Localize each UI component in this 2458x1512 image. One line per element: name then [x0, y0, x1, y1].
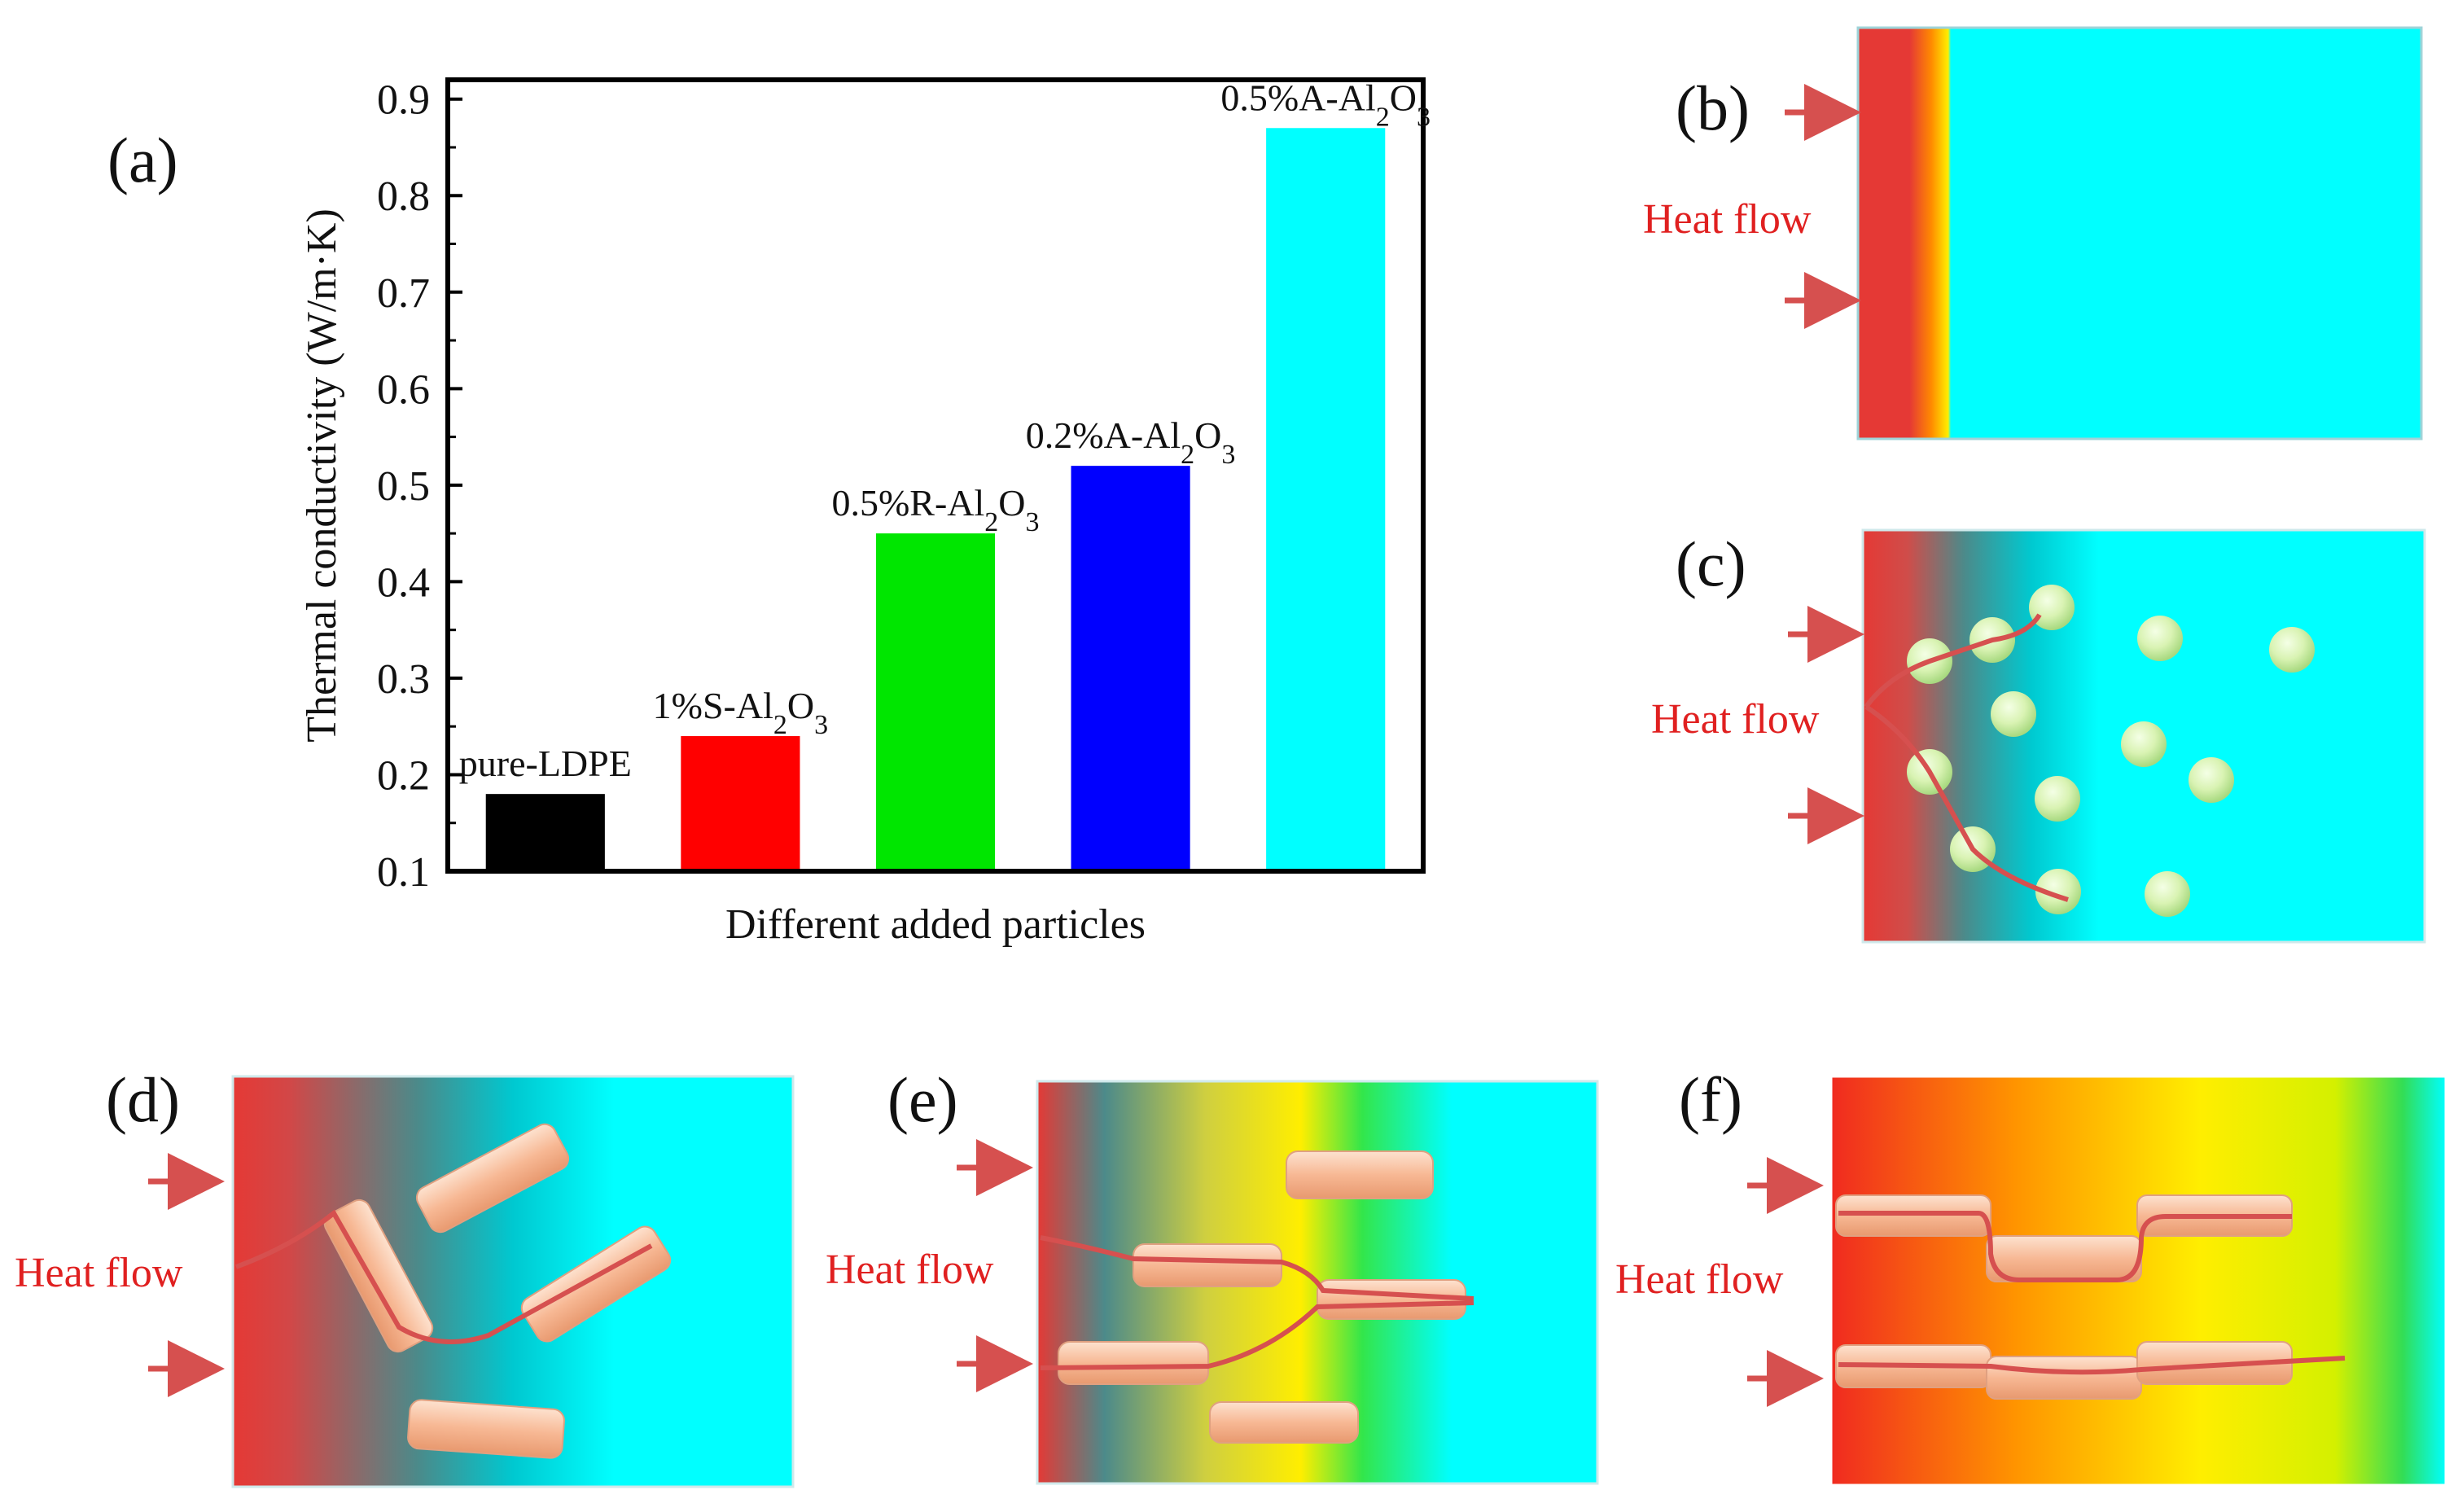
data-label-part: O [1194, 414, 1221, 456]
y-axis-title: Thermal conductivity (W/m·K) [299, 208, 345, 743]
data-label-3: 0.2%A-Al2O3 [1026, 414, 1236, 470]
bar-1 [681, 736, 800, 869]
panel-label-c: (c) [1676, 528, 1746, 599]
panel-d [148, 1075, 795, 1488]
panel-label-a: (a) [107, 125, 178, 195]
data-label-part: 2 [1181, 440, 1194, 470]
filler-rod [1286, 1150, 1434, 1199]
data-label-part: O [1390, 77, 1417, 118]
data-label-part: 0.5%A-Al [1220, 77, 1375, 118]
y-tick-label: 0.8 [377, 173, 430, 220]
y-tick-label: 0.5 [377, 463, 430, 510]
bar-0 [485, 794, 605, 869]
data-label-part: O [787, 685, 814, 726]
data-label-part: 2 [1376, 102, 1390, 132]
panel-label-f: (f) [1679, 1064, 1742, 1135]
heat-path [1864, 613, 2069, 902]
particle [1991, 691, 2036, 737]
heat-flow-label-e: Heat flow [826, 1247, 994, 1293]
data-label-4: 0.5%A-Al2O3 [1220, 77, 1431, 132]
y-tick-label: 0.9 [377, 77, 430, 124]
data-label-part: 0.5%R-Al [831, 482, 984, 524]
heat-path [1838, 1356, 2346, 1375]
bar-4 [1266, 128, 1386, 869]
particle [2189, 757, 2234, 803]
panel-c [1788, 528, 2426, 944]
heat-path [1040, 1300, 1474, 1370]
filler-rod [1986, 1235, 2142, 1282]
panel-label-e: (e) [887, 1064, 958, 1135]
particle [2137, 616, 2183, 661]
plot-frame [445, 77, 1426, 874]
particle [2121, 721, 2167, 767]
panel-f-field [1829, 1075, 2447, 1487]
heat-flow-label-c: Heat flow [1651, 696, 1820, 743]
filler-rod [1317, 1279, 1466, 1320]
filler-rod [1133, 1243, 1282, 1287]
y-tick-label: 0.4 [377, 559, 430, 606]
heat-flow-label-b: Heat flow [1643, 196, 1812, 243]
y-tick-label: 0.1 [377, 849, 430, 896]
data-label-part: 3 [1026, 507, 1040, 537]
bar-chart: 0.1 0.2 0.3 0.4 0.5 0.6 0.7 0.8 0.9 pure-LDPE 1%S… [299, 77, 1431, 948]
y-tick-label: 0.6 [377, 366, 430, 413]
data-label-2: 0.5%R-Al2O3 [831, 482, 1039, 537]
bar-2 [875, 533, 996, 869]
particle [2035, 776, 2080, 822]
heat-flow-label-f: Heat flow [1615, 1256, 1784, 1303]
y-axis: 0.1 0.2 0.3 0.4 0.5 0.6 0.7 0.8 0.9 [377, 77, 462, 896]
particle [2145, 871, 2190, 917]
filler-rod [323, 1199, 434, 1353]
data-label-part: 0.2%A-Al [1026, 414, 1181, 456]
bar-3 [1071, 466, 1190, 869]
panel-label-b: (b) [1676, 72, 1750, 143]
data-label-part: 2 [773, 710, 787, 740]
filler-rod [1986, 1356, 2142, 1400]
data-label-part: pure-LDPE [459, 743, 632, 784]
panel-e [957, 1080, 1599, 1485]
panel-b-field [1856, 26, 2423, 440]
data-label-part: 3 [1221, 440, 1235, 470]
heat-flow-label-d: Heat flow [15, 1250, 183, 1296]
filler-rod [415, 1123, 570, 1234]
data-label-part: 2 [984, 507, 998, 537]
y-tick-label: 0.3 [377, 656, 430, 703]
particle [2269, 627, 2315, 673]
heat-path [1838, 1211, 2292, 1282]
filler-group [323, 1123, 672, 1459]
panel-b [1785, 26, 2423, 440]
filler-rod [407, 1399, 565, 1459]
data-label-part: 1%S-Al [653, 685, 773, 726]
x-axis-title: Different added particles [725, 901, 1146, 948]
data-label-0: pure-LDPE [459, 743, 632, 784]
heat-path [1040, 1235, 1474, 1301]
panel-label-d: (d) [106, 1064, 180, 1135]
data-label-1: 1%S-Al2O3 [653, 685, 828, 740]
y-tick-label: 0.2 [377, 752, 430, 799]
data-label-part: O [998, 482, 1025, 524]
data-label-part: 3 [814, 710, 828, 740]
panel-f [1747, 1075, 2447, 1487]
y-tick-label: 0.7 [377, 270, 430, 317]
data-label-group: pure-LDPE1%S-Al2O30.5%R-Al2O30.2%A-Al2O3… [459, 77, 1431, 784]
data-label-part: 3 [1417, 102, 1431, 132]
particle [2029, 585, 2075, 630]
filler-group [1058, 1150, 1466, 1444]
bar-group [485, 128, 1386, 869]
particle [2035, 869, 2081, 914]
heat-path [234, 1209, 653, 1344]
filler-rod [1058, 1341, 1209, 1385]
filler-rod [1209, 1401, 1359, 1444]
